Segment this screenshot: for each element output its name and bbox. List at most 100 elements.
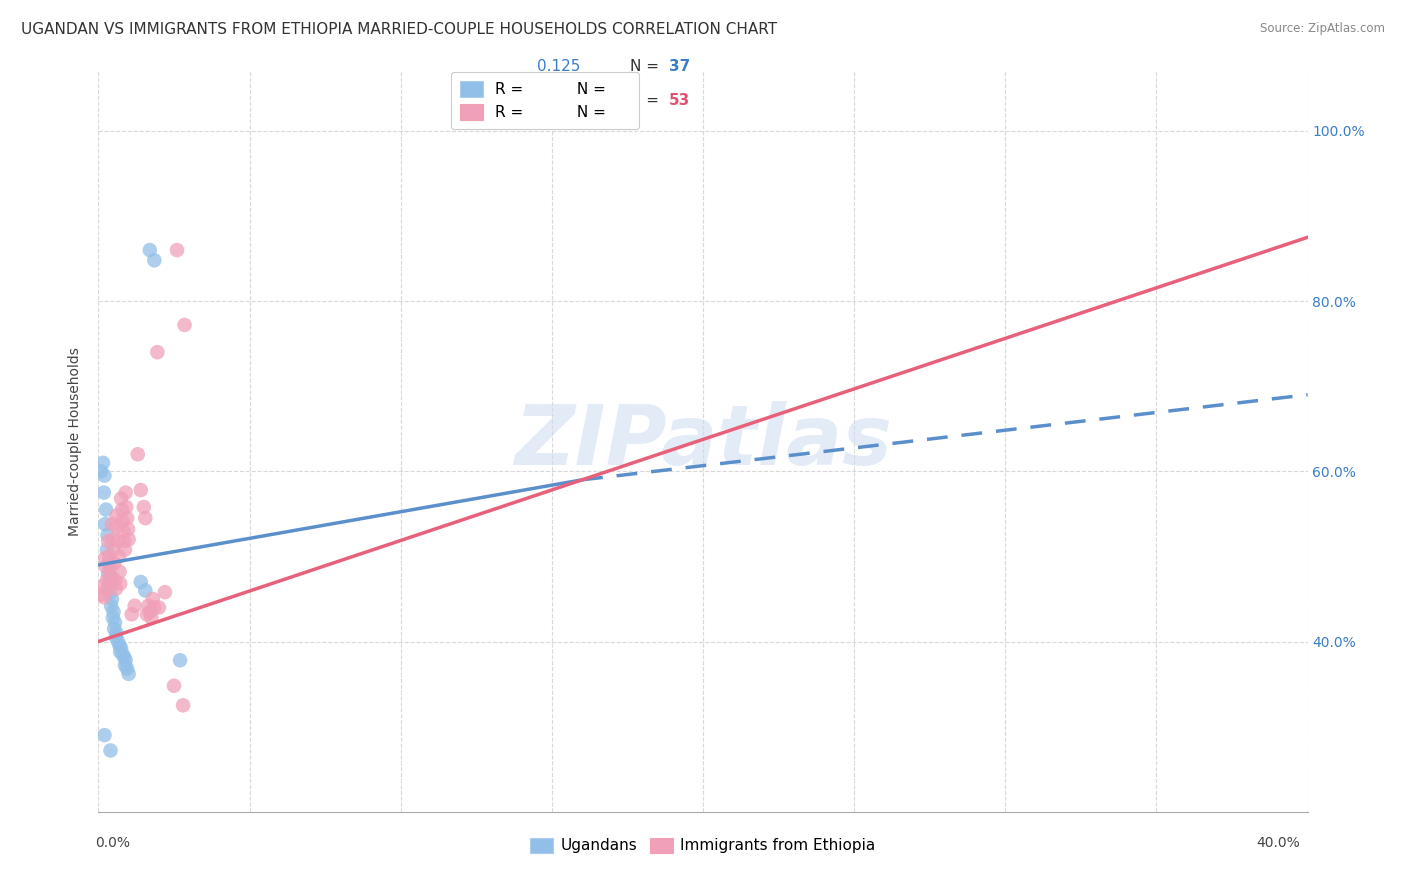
Point xyxy=(129,483,152,497)
Point xyxy=(108,639,131,653)
Text: Source: ZipAtlas.com: Source: ZipAtlas.com xyxy=(1260,22,1385,36)
Point xyxy=(105,626,128,640)
Point xyxy=(105,508,128,523)
Point xyxy=(114,485,136,500)
Point xyxy=(110,491,132,506)
Point xyxy=(97,566,120,581)
Point xyxy=(115,662,138,676)
Legend: Ugandans, Immigrants from Ethiopia: Ugandans, Immigrants from Ethiopia xyxy=(524,831,882,860)
Point xyxy=(111,502,134,516)
Point xyxy=(100,576,122,591)
Point xyxy=(129,574,152,589)
Point xyxy=(94,502,117,516)
Point xyxy=(110,641,132,656)
Point xyxy=(139,605,162,619)
Point xyxy=(93,728,115,742)
Point xyxy=(100,574,122,589)
Text: 0.125: 0.125 xyxy=(537,60,581,74)
Point xyxy=(134,583,156,598)
Point xyxy=(93,591,115,605)
Point xyxy=(101,610,124,624)
Point xyxy=(153,585,176,599)
Point xyxy=(139,243,162,257)
Point xyxy=(107,534,129,549)
Point xyxy=(91,456,114,470)
Point xyxy=(108,576,131,591)
Point xyxy=(108,549,131,564)
Point xyxy=(96,528,118,542)
Point xyxy=(93,485,115,500)
Text: 37: 37 xyxy=(669,60,690,74)
Point xyxy=(111,648,134,662)
Text: UGANDAN VS IMMIGRANTS FROM ETHIOPIA MARRIED-COUPLE HOUSEHOLDS CORRELATION CHART: UGANDAN VS IMMIGRANTS FROM ETHIOPIA MARR… xyxy=(21,22,778,37)
Point xyxy=(103,622,125,636)
Point xyxy=(114,658,136,673)
Point xyxy=(112,534,135,549)
Point xyxy=(136,599,159,613)
Point xyxy=(118,666,141,681)
Point xyxy=(169,653,191,667)
Point xyxy=(100,568,122,582)
Text: ZIPatlas: ZIPatlas xyxy=(515,401,891,482)
Point xyxy=(135,607,157,622)
Y-axis label: Married-couple Households: Married-couple Households xyxy=(69,347,83,536)
Point xyxy=(166,243,188,257)
Point xyxy=(101,517,124,532)
Point xyxy=(104,574,127,588)
Point xyxy=(112,524,135,538)
Point xyxy=(148,600,170,615)
Point xyxy=(103,556,125,570)
Point xyxy=(98,585,121,599)
Point xyxy=(96,582,118,596)
Point xyxy=(117,522,139,536)
Text: 53: 53 xyxy=(669,94,690,108)
Point xyxy=(143,600,166,615)
Text: 0.0%: 0.0% xyxy=(96,836,131,850)
Point xyxy=(97,534,120,549)
Point xyxy=(98,549,121,564)
Point xyxy=(108,645,131,659)
Point xyxy=(94,551,117,566)
Point xyxy=(115,511,138,525)
Point xyxy=(141,610,163,624)
Point xyxy=(105,519,128,533)
Point xyxy=(111,514,134,528)
Point xyxy=(115,500,138,514)
Point xyxy=(112,649,135,664)
Point xyxy=(146,345,169,359)
Point xyxy=(143,253,166,268)
Point xyxy=(94,559,117,574)
Point xyxy=(98,559,121,574)
Point xyxy=(132,500,155,514)
Point xyxy=(96,574,118,588)
Point xyxy=(107,634,129,648)
Point xyxy=(108,565,131,579)
Text: 0.623: 0.623 xyxy=(537,94,581,108)
Point xyxy=(114,542,136,557)
Point xyxy=(163,679,186,693)
Point xyxy=(104,582,127,596)
Point xyxy=(104,615,127,630)
Text: N =: N = xyxy=(630,60,659,74)
Point xyxy=(100,599,122,613)
Point xyxy=(103,542,125,557)
Point xyxy=(104,630,127,644)
Point xyxy=(90,588,112,602)
Point xyxy=(114,653,136,667)
Point xyxy=(172,698,194,713)
Point xyxy=(101,591,124,606)
Point xyxy=(103,605,125,619)
Point xyxy=(127,447,149,461)
Point xyxy=(142,591,165,606)
Point xyxy=(124,599,146,613)
Point xyxy=(134,511,156,525)
Point xyxy=(90,464,112,478)
Text: N =: N = xyxy=(630,94,659,108)
Point xyxy=(121,607,143,622)
Point xyxy=(173,318,195,332)
Point xyxy=(98,556,121,570)
Point xyxy=(100,743,122,757)
Point xyxy=(91,579,114,593)
Point xyxy=(93,468,115,483)
Text: 40.0%: 40.0% xyxy=(1257,836,1301,850)
